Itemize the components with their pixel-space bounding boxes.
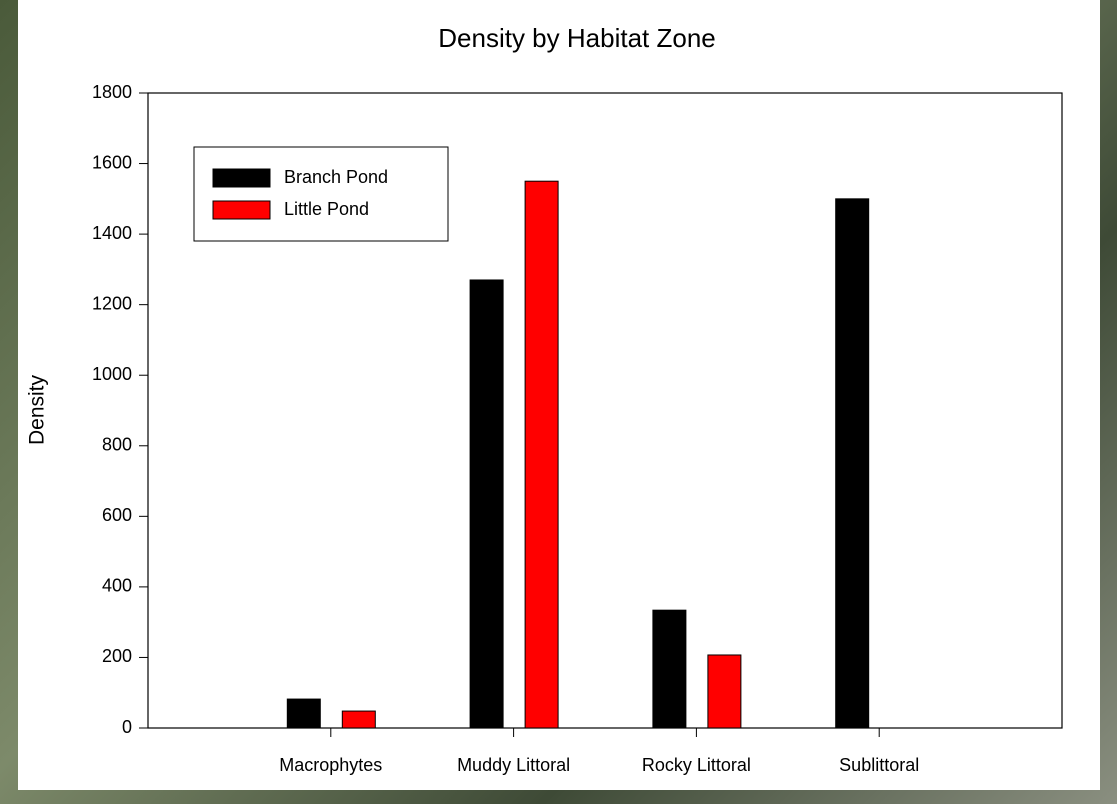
bar	[836, 199, 869, 728]
x-tick-label: Sublittoral	[839, 755, 919, 775]
y-tick-label: 1400	[92, 223, 132, 243]
bar	[287, 699, 320, 728]
page: {"chart_data": {"type": "bar", "title": …	[0, 0, 1117, 804]
y-tick-label: 1200	[92, 293, 132, 313]
y-tick-label: 0	[122, 717, 132, 737]
bar	[653, 610, 686, 728]
x-tick-label: Rocky Littoral	[642, 755, 751, 775]
legend-swatch	[213, 169, 270, 187]
y-tick-label: 1000	[92, 364, 132, 384]
legend-box	[194, 147, 448, 241]
x-tick-label: Macrophytes	[279, 755, 382, 775]
y-tick-label: 1600	[92, 152, 132, 172]
y-tick-label: 400	[102, 576, 132, 596]
y-tick-label: 1800	[92, 82, 132, 102]
bar	[342, 711, 375, 728]
y-tick-label: 200	[102, 646, 132, 666]
bar	[708, 655, 741, 728]
legend-swatch	[213, 201, 270, 219]
bar	[470, 280, 503, 728]
bar	[525, 181, 558, 728]
x-tick-label: Muddy Littoral	[457, 755, 570, 775]
chart: Density by Habitat Zone Density 0 200 400 6…	[0, 0, 1117, 804]
y-axis-label: Density	[26, 374, 49, 445]
y-tick-label: 600	[102, 505, 132, 525]
legend-label: Little Pond	[284, 199, 369, 219]
chart-background	[18, 0, 1100, 790]
y-tick-label: 800	[102, 435, 132, 455]
chart-title: Density by Habitat Zone	[438, 23, 715, 53]
legend-label: Branch Pond	[284, 167, 388, 187]
